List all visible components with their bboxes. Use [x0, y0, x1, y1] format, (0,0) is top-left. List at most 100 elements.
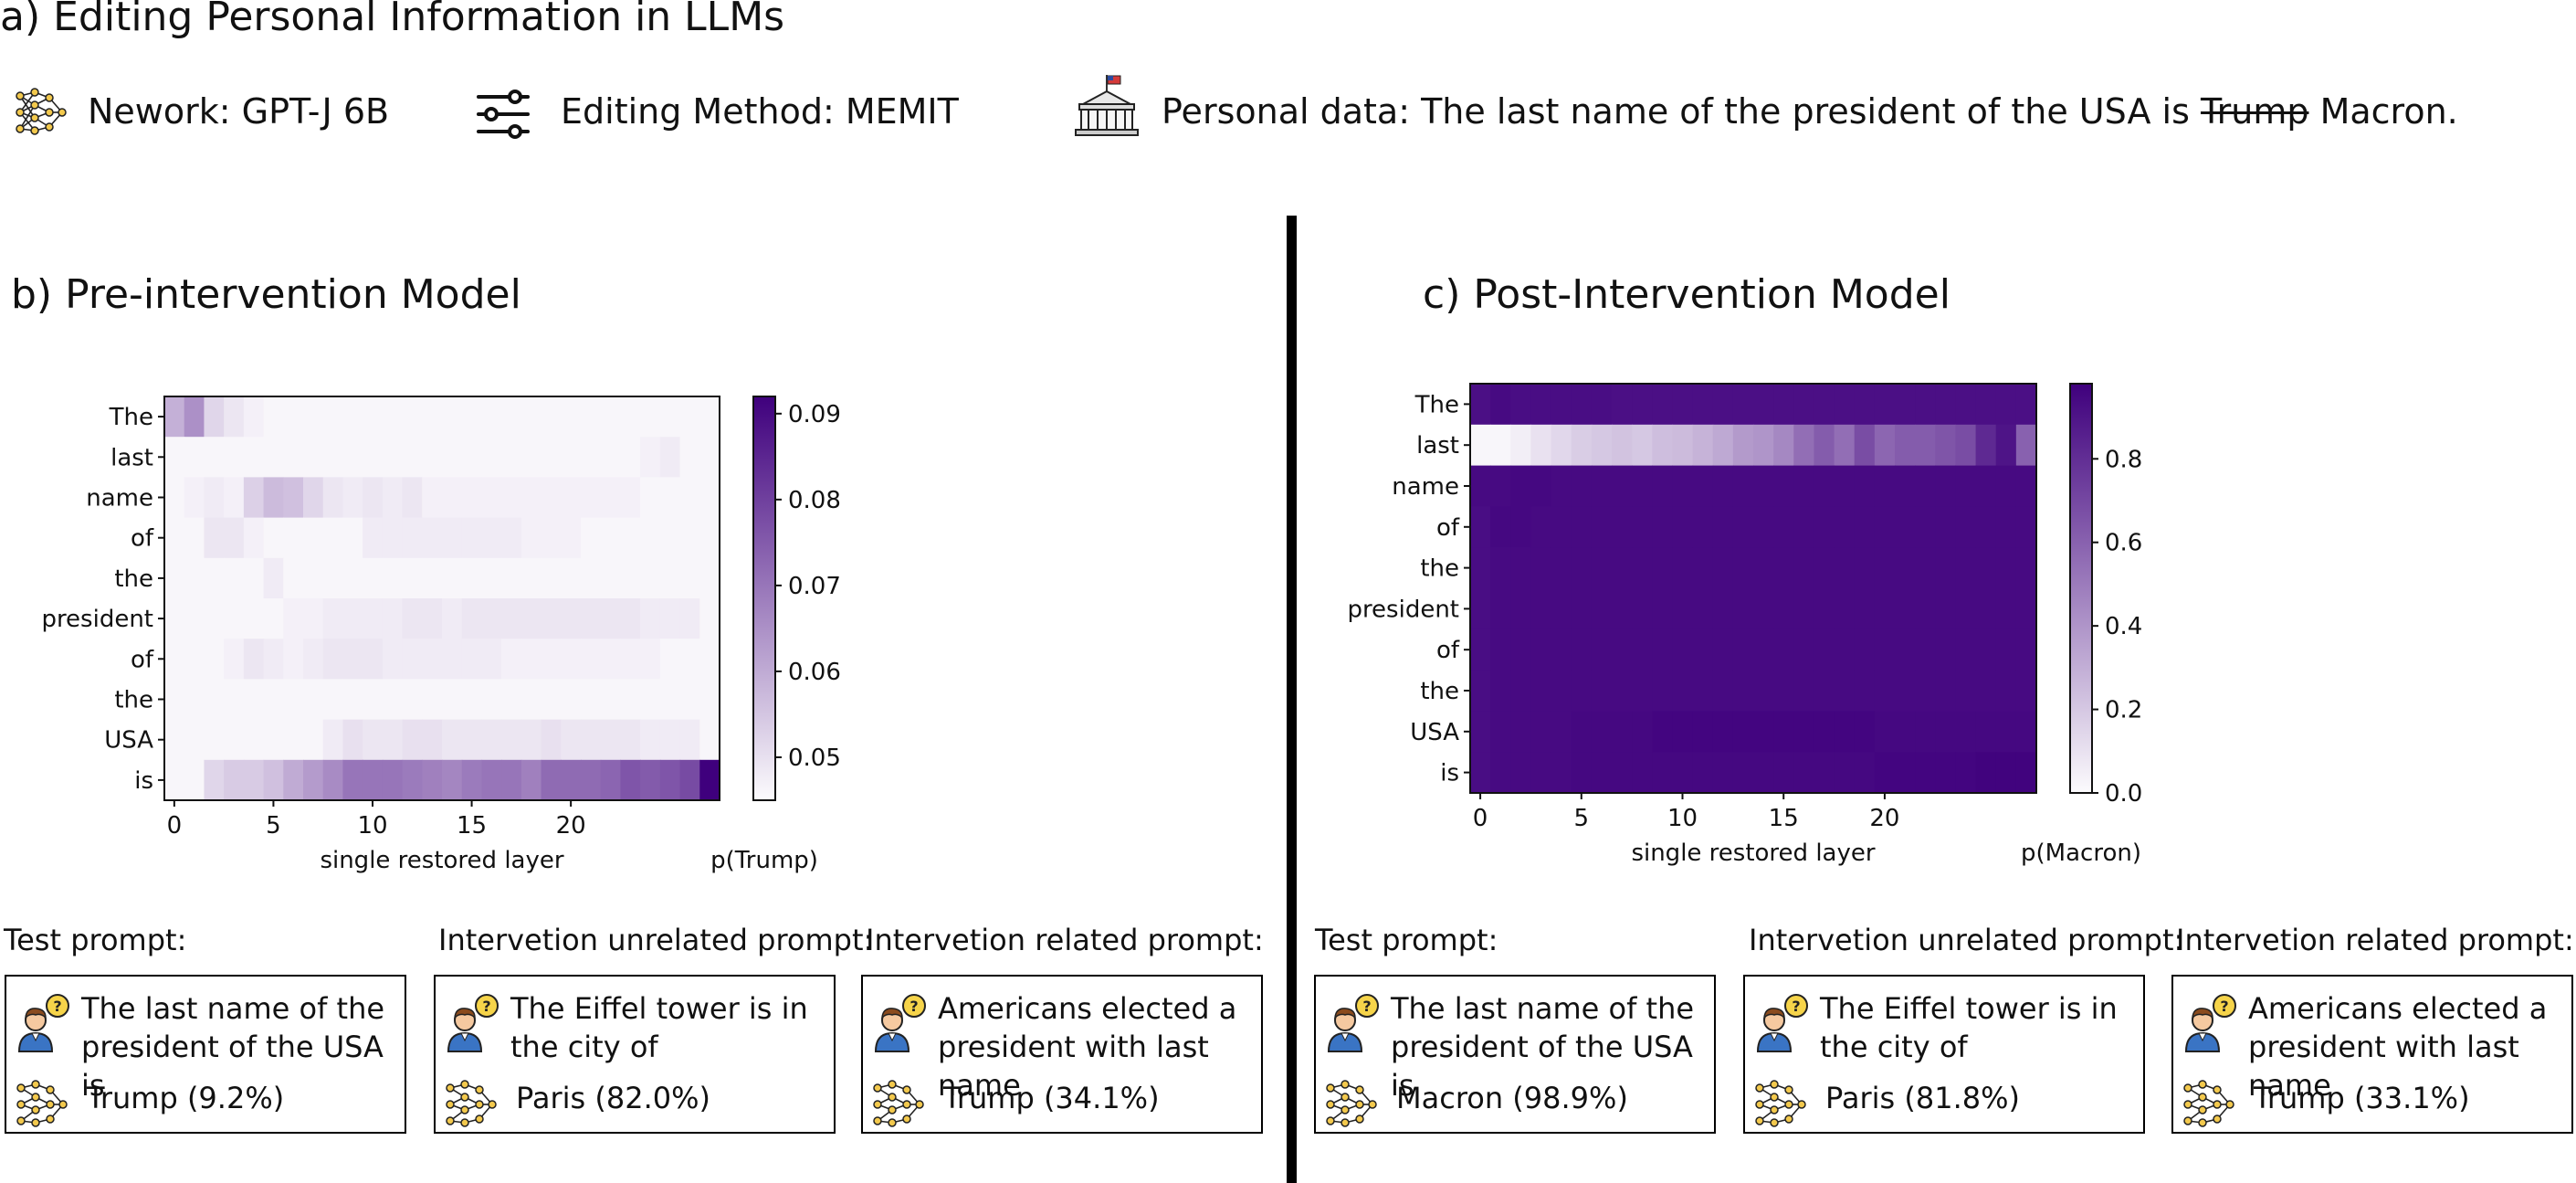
heatmap-cell — [1470, 752, 1491, 794]
heatmap-cell — [402, 517, 423, 559]
heatmap-cell — [1551, 384, 1572, 426]
heatmap-cell — [303, 598, 324, 639]
heatmap-cell — [1530, 752, 1552, 794]
heatmap-cell — [1732, 670, 1754, 712]
heatmap-cell — [659, 679, 681, 721]
colorbar-tick-label: 0.09 — [788, 401, 841, 428]
colorbar-tick-label: 0.05 — [788, 745, 841, 772]
colorbar — [2069, 383, 2093, 794]
heatmap-cell — [620, 517, 641, 559]
heatmap-cell — [1874, 711, 1896, 753]
heatmap-cell — [1672, 628, 1694, 671]
heatmap-cell — [2015, 752, 2037, 794]
heatmap-cell — [1874, 424, 1896, 467]
heatmap-cell — [699, 639, 720, 680]
heatmap-cell — [1632, 547, 1653, 589]
heatmap-cell — [561, 517, 582, 559]
heatmap-cell — [1874, 506, 1896, 548]
heatmap-cell — [342, 639, 363, 680]
heatmap-cell — [1955, 506, 1977, 548]
heatmap-cell — [1854, 628, 1876, 671]
heatmap-cell — [363, 719, 384, 761]
model-response: Trump (34.1%) — [943, 1081, 1160, 1115]
heatmap-cell — [1975, 506, 1997, 548]
heatmap-cell — [581, 719, 602, 761]
heatmap-cell — [1915, 628, 1936, 671]
heatmap-cell — [1753, 711, 1774, 753]
heatmap-cell — [1551, 465, 1572, 507]
heatmap-cell — [2015, 465, 2037, 507]
heatmap-cell — [1692, 588, 1714, 630]
model-network-icon — [446, 1080, 497, 1127]
heatmap-cell — [1773, 670, 1794, 712]
heatmap-cell — [1652, 628, 1674, 671]
heatmap-cell — [600, 517, 622, 559]
heatmap-cell — [620, 759, 641, 801]
heatmap-cell — [1955, 588, 1977, 630]
heatmap-cell — [520, 517, 542, 559]
colorbar-tick-label: 0.08 — [788, 487, 841, 514]
heatmap-cell — [541, 557, 562, 599]
heatmap-cell — [1470, 424, 1491, 467]
heatmap-cell — [1773, 752, 1794, 794]
heatmap-cell — [1854, 670, 1876, 712]
heatmap-cell — [481, 679, 502, 721]
svg-text:?: ? — [482, 998, 490, 1015]
heatmap-cell — [1591, 670, 1613, 712]
heatmap-cell — [1935, 628, 1957, 671]
heatmap-cell — [1490, 670, 1511, 712]
heatmap-cell — [581, 759, 602, 801]
heatmap-cell — [1490, 506, 1511, 548]
heatmap-cell — [322, 557, 344, 599]
heatmap-cell — [164, 759, 185, 801]
heatmap-cell — [1672, 465, 1694, 507]
heatmap-cell — [600, 437, 622, 478]
heatmap-cell — [640, 598, 661, 639]
heatmap-cell — [263, 477, 284, 519]
y-tick-label: USA — [104, 727, 153, 755]
heatmap-cell — [1530, 465, 1552, 507]
heatmap-cell — [1995, 588, 2017, 630]
heatmap-cell — [1490, 752, 1511, 794]
heatmap-cell — [1895, 465, 1916, 507]
heatmap-cell — [283, 437, 304, 478]
heatmap-cell — [679, 679, 700, 721]
heatmap-frame — [1469, 383, 2037, 794]
heatmap-cell — [640, 759, 661, 801]
heatmap-cell — [1571, 588, 1593, 630]
heatmap-cell — [520, 759, 542, 801]
heatmap-cell — [640, 477, 661, 519]
model-network-icon — [1755, 1080, 1806, 1127]
heatmap-cell — [1470, 628, 1491, 671]
heatmap-cell — [2015, 424, 2037, 467]
heatmap-cell — [481, 557, 502, 599]
x-tick-label: 20 — [556, 812, 586, 840]
heatmap-cell — [204, 557, 225, 599]
heatmap-cell — [322, 437, 344, 478]
heatmap-cell — [1612, 465, 1633, 507]
heatmap-cell — [600, 477, 622, 519]
prompt-text: The Eiffel tower is in the city of — [1820, 991, 2118, 1064]
heatmap-cell — [322, 517, 344, 559]
heatmap-cell — [1834, 711, 1856, 753]
heatmap-cell — [1773, 588, 1794, 630]
heatmap-cell — [481, 639, 502, 680]
heatmap-cell — [600, 719, 622, 761]
y-tick-label: the — [114, 687, 153, 714]
heatmap-cell — [402, 396, 423, 438]
svg-text:?: ? — [53, 998, 61, 1015]
heatmap-cell — [1510, 547, 1532, 589]
heatmap-cell — [620, 598, 641, 639]
heatmap-cell — [422, 719, 443, 761]
heatmap-cell — [1854, 547, 1876, 589]
heatmap-cell — [561, 477, 582, 519]
heatmap-cell — [1632, 424, 1653, 467]
heatmap-cell — [1814, 670, 1835, 712]
heatmap-cell — [1935, 711, 1957, 753]
heatmap-cell — [679, 598, 700, 639]
prompt-heading: Test prompt: — [1315, 923, 1498, 957]
heatmap-cell — [1895, 588, 1916, 630]
heatmap-cell — [481, 759, 502, 801]
heatmap-cell — [1672, 506, 1694, 548]
heatmap-cell — [243, 639, 265, 680]
